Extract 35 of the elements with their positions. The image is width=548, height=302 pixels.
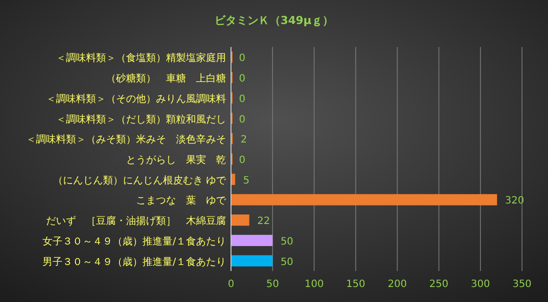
data-label: 50 [280,256,294,268]
y-tick-label: 男子３０～４９（歳）推進量/１食あたり [42,256,226,268]
data-label: 22 [257,216,270,228]
x-tick-label: 200 [388,279,407,290]
x-tick-label: 350 [512,279,532,290]
y-tick-label: ＜調味料類＞（だし類）顆粒和風だし [56,113,226,126]
x-tick-label: 300 [470,279,490,290]
bar [231,234,273,246]
y-tick-label: （にんじん類）にんじん根皮むき ゆで [52,174,227,186]
x-tick-label: 250 [429,279,448,290]
data-label: 2 [240,134,248,146]
data-label: 0 [239,53,246,64]
bar [231,194,498,206]
data-label: 320 [505,196,524,207]
chart-title: ビタミンＫ（349μｇ） [214,14,334,27]
x-tick-label: 0 [228,279,234,290]
x-tick-label: 100 [304,279,324,290]
y-tick-label: こまつな 葉 ゆで [136,194,227,207]
bar [231,255,273,266]
y-tick-label: （砂糖類） 車糖 上白糖 [106,72,226,85]
data-label: 0 [239,114,246,126]
data-label: 0 [239,155,246,166]
data-label: 0 [239,94,246,105]
x-tick-label: 150 [346,279,366,290]
y-tick-label: ＜調味料類＞（みそ類）米みそ 淡色辛みそ [26,134,226,146]
bar [231,214,250,226]
data-label: 50 [280,236,294,248]
y-tick-label: とうがらし 果実 乾 [126,154,226,166]
data-label: 5 [243,175,250,186]
x-tick-label: 50 [266,279,279,290]
y-tick-label: ＜調味料類＞（その他）みりん風調味料 [46,92,226,105]
y-tick-label: ＜調味料類＞（食塩類）精製塩家庭用 [56,52,226,64]
y-tick-label: だいず ［豆腐・油揚げ類］ 木綿豆腐 [46,215,226,228]
data-label: 0 [239,74,246,85]
y-tick-label: 女子３０～４９（歳）推進量/１食あたり [42,235,226,248]
